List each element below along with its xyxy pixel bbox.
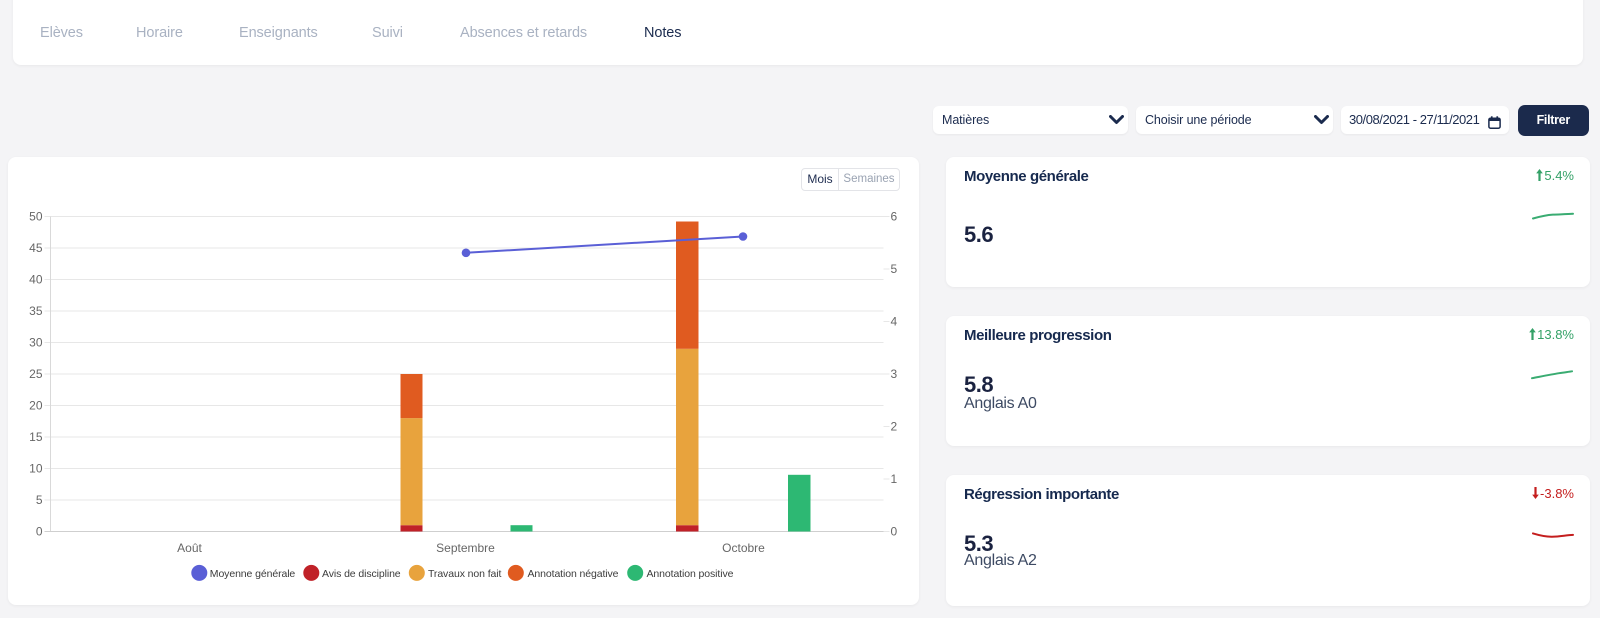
svg-text:Travaux non fait: Travaux non fait — [428, 568, 501, 580]
svg-text:4: 4 — [890, 315, 897, 329]
svg-text:20: 20 — [29, 399, 43, 413]
svg-text:5: 5 — [890, 262, 897, 276]
svg-text:45: 45 — [29, 241, 43, 255]
svg-text:3: 3 — [890, 367, 897, 381]
svg-text:1: 1 — [890, 472, 897, 486]
svg-text:Annotation positive: Annotation positive — [646, 568, 733, 580]
svg-text:6: 6 — [890, 210, 897, 224]
svg-text:40: 40 — [29, 273, 43, 287]
svg-text:30: 30 — [29, 336, 43, 350]
svg-text:0: 0 — [890, 525, 897, 539]
svg-text:15: 15 — [29, 430, 43, 444]
svg-text:25: 25 — [29, 367, 43, 381]
svg-text:Annotation négative: Annotation négative — [527, 568, 618, 580]
svg-text:5: 5 — [35, 493, 42, 507]
svg-text:10: 10 — [29, 462, 43, 476]
svg-text:35: 35 — [29, 304, 43, 318]
svg-text:Octobre: Octobre — [722, 541, 765, 555]
svg-text:0: 0 — [35, 525, 42, 539]
svg-text:Septembre: Septembre — [436, 541, 495, 555]
svg-text:50: 50 — [29, 210, 43, 224]
svg-text:2: 2 — [890, 420, 897, 434]
svg-text:Moyenne générale: Moyenne générale — [209, 568, 295, 580]
svg-text:Avis de discipline: Avis de discipline — [322, 568, 401, 580]
svg-text:Août: Août — [177, 541, 202, 555]
